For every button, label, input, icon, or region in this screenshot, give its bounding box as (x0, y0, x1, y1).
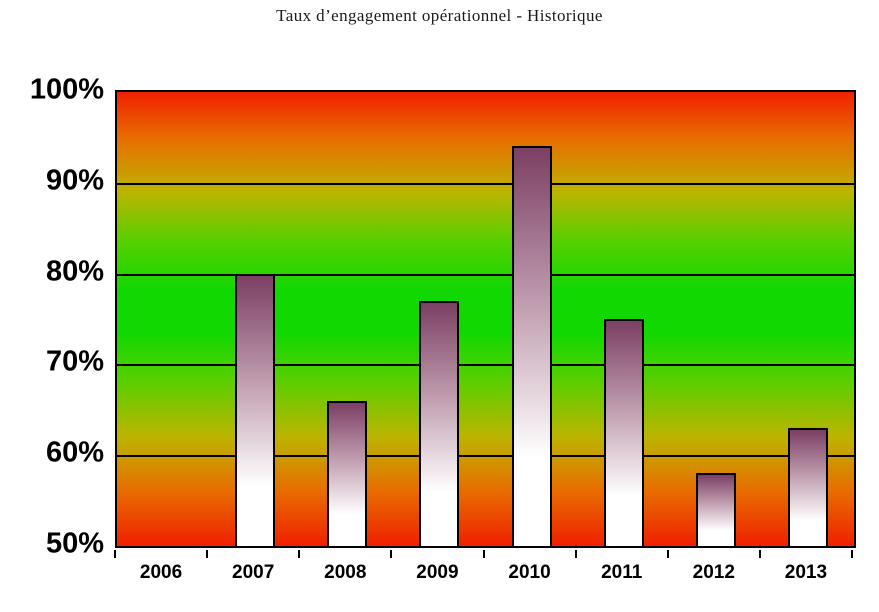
x-axis-tick-7 (758, 550, 761, 558)
x-tick-label-2012: 2012 (692, 562, 735, 583)
x-axis-tick-5 (574, 550, 577, 558)
x-axis-tick-3 (390, 550, 393, 558)
y-tick-label-90: 90% (45, 164, 104, 197)
gridline-80 (117, 273, 854, 276)
x-tick-label-2006: 2006 (139, 562, 183, 583)
y-tick-label-100: 100% (29, 73, 104, 106)
bar-2008 (327, 400, 368, 546)
y-tick-label-80: 80% (45, 255, 104, 288)
bar-2012 (695, 473, 736, 546)
x-tick-label-2010: 2010 (508, 562, 551, 583)
x-axis-tick-8 (851, 550, 853, 558)
bar-2010 (511, 146, 552, 546)
x-tick-label-2013: 2013 (784, 562, 828, 583)
x-axis-tick-6 (666, 550, 669, 558)
y-tick-label-50: 50% (45, 527, 104, 560)
bar-2013 (787, 427, 828, 546)
x-tick-label-2007: 2007 (232, 562, 275, 583)
x-axis-tick-4 (482, 550, 485, 558)
x-tick-label-2008: 2008 (324, 562, 367, 583)
x-axis-tick-2 (298, 550, 301, 558)
x-tick-label-2009: 2009 (416, 562, 459, 583)
bar-2007 (235, 273, 276, 546)
bar-2011 (603, 319, 644, 546)
y-tick-label-70: 70% (45, 345, 104, 378)
x-axis-tick-0 (114, 550, 116, 558)
gridline-70 (117, 364, 854, 367)
gridline-60 (117, 455, 854, 458)
y-axis: 100% 90% 80% 70% 60% 50% (0, 74, 104, 560)
gridline-90 (117, 182, 854, 185)
y-tick-label-60: 60% (45, 436, 104, 469)
bar-2009 (419, 300, 460, 546)
x-tick-label-2011: 2011 (601, 562, 643, 583)
chart-title: Taux d’engagement opérationnel - Histori… (276, 6, 603, 25)
x-axis-tick-1 (206, 550, 209, 558)
plot-area (115, 90, 856, 548)
x-axis: 2006 2007 2008 2009 2010 2011 2012 2013 (114, 550, 856, 595)
